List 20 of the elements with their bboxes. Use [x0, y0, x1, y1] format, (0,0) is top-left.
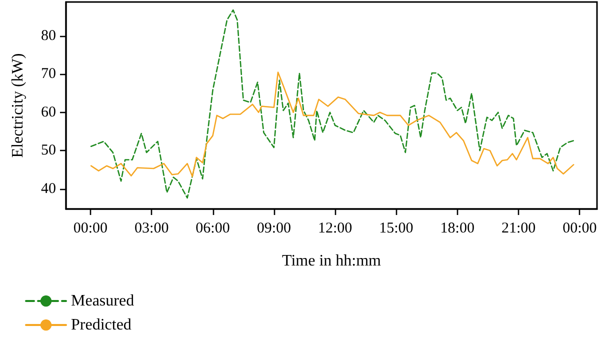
x-tick-label: 00:00 [562, 220, 597, 236]
y-tick-label: 40 [41, 180, 56, 197]
x-tick-label: 00:00 [73, 220, 108, 236]
x-tick-label: 21:00 [501, 220, 536, 236]
y-tick-label: 50 [41, 142, 56, 159]
x-tick-label: 03:00 [134, 220, 169, 236]
x-tick-label: 18:00 [440, 220, 474, 236]
legend-label: Measured [71, 292, 134, 310]
y-tick-label: 70 [41, 66, 56, 82]
x-tick-label: 06:00 [196, 220, 230, 236]
x-tick-label: 15:00 [379, 220, 414, 236]
x-axis-title: Time in hh:mm [282, 252, 382, 270]
legend-label: Predicted [71, 316, 132, 334]
x-tick-label: 12:00 [318, 220, 352, 236]
y-tick-label: 80 [41, 28, 56, 44]
x-tick-label: 09:00 [256, 220, 291, 236]
y-tick-label: 60 [41, 104, 56, 120]
line-series [90, 9, 574, 199]
line-series [90, 72, 574, 178]
y-axis-title: Electricity (kW) [10, 53, 26, 158]
